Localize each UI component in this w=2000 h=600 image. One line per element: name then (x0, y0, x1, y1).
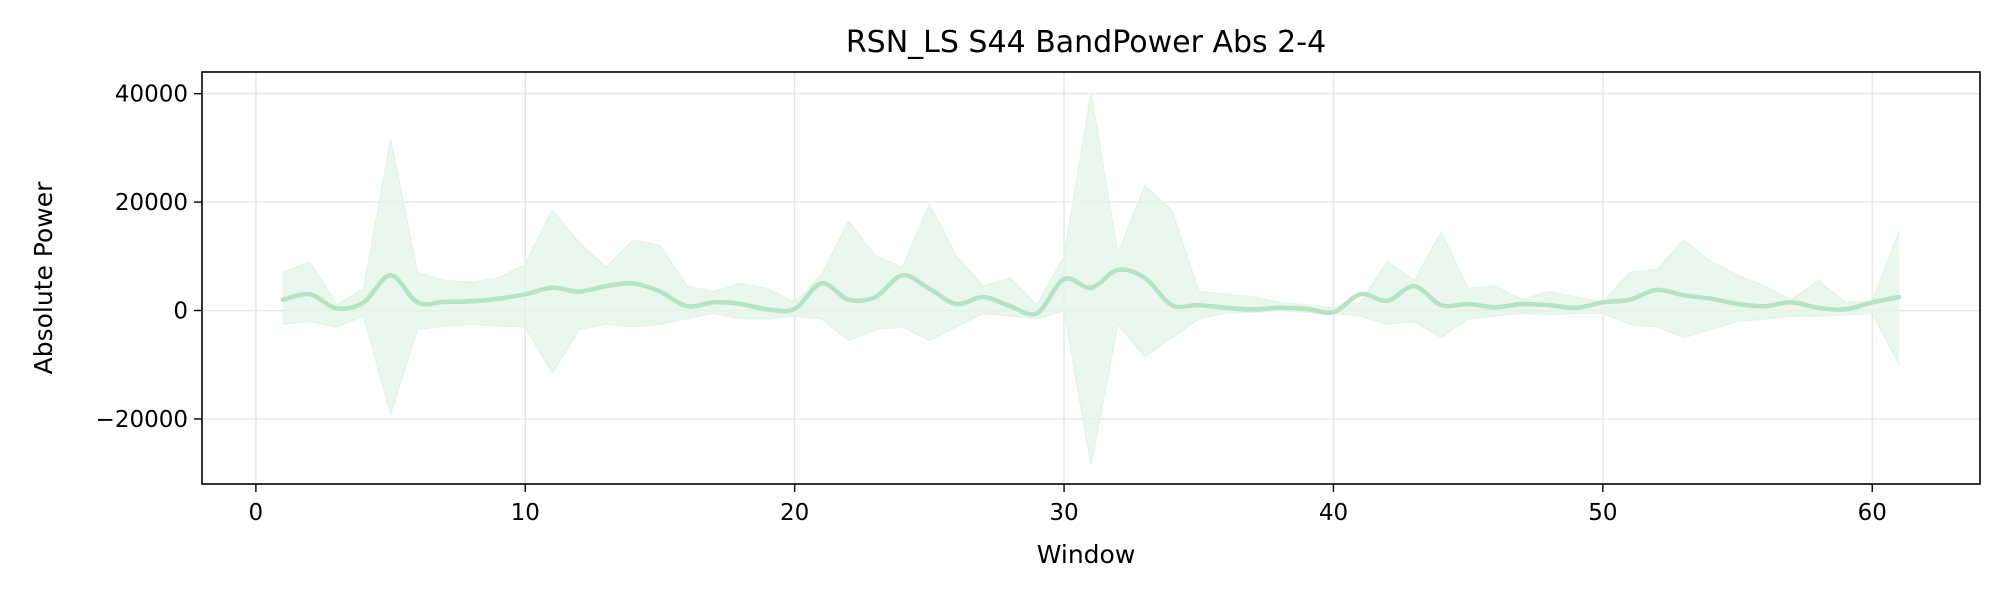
x-tick-label: 60 (1858, 500, 1887, 526)
y-tick-label: 40000 (115, 82, 188, 108)
x-axis-label: Window (1037, 540, 1136, 569)
x-tick-label: 10 (511, 500, 540, 526)
x-tick-label: 30 (1049, 500, 1078, 526)
x-tick-label: 20 (780, 500, 809, 526)
y-tick-label: −20000 (96, 407, 188, 433)
band-area (282, 93, 1900, 465)
band-upper-edge (282, 93, 1900, 309)
y-axis-label: Absolute Power (29, 181, 58, 375)
mean-line (280, 267, 1902, 317)
chart-title: RSN_LS S44 BandPower Abs 2-4 (846, 25, 1326, 60)
x-tick-label: 50 (1588, 500, 1617, 526)
x-tick-label: 0 (249, 500, 264, 526)
x-ticks: 0 10 20 30 40 50 60 (249, 484, 1887, 526)
y-tick-label: 0 (173, 299, 188, 325)
x-tick-label: 40 (1319, 500, 1348, 526)
y-tick-label: 20000 (115, 190, 188, 216)
y-ticks: −20000 0 20000 40000 (96, 82, 202, 433)
plot-frame (201, 71, 1981, 485)
band-lower-edge (282, 309, 1900, 466)
